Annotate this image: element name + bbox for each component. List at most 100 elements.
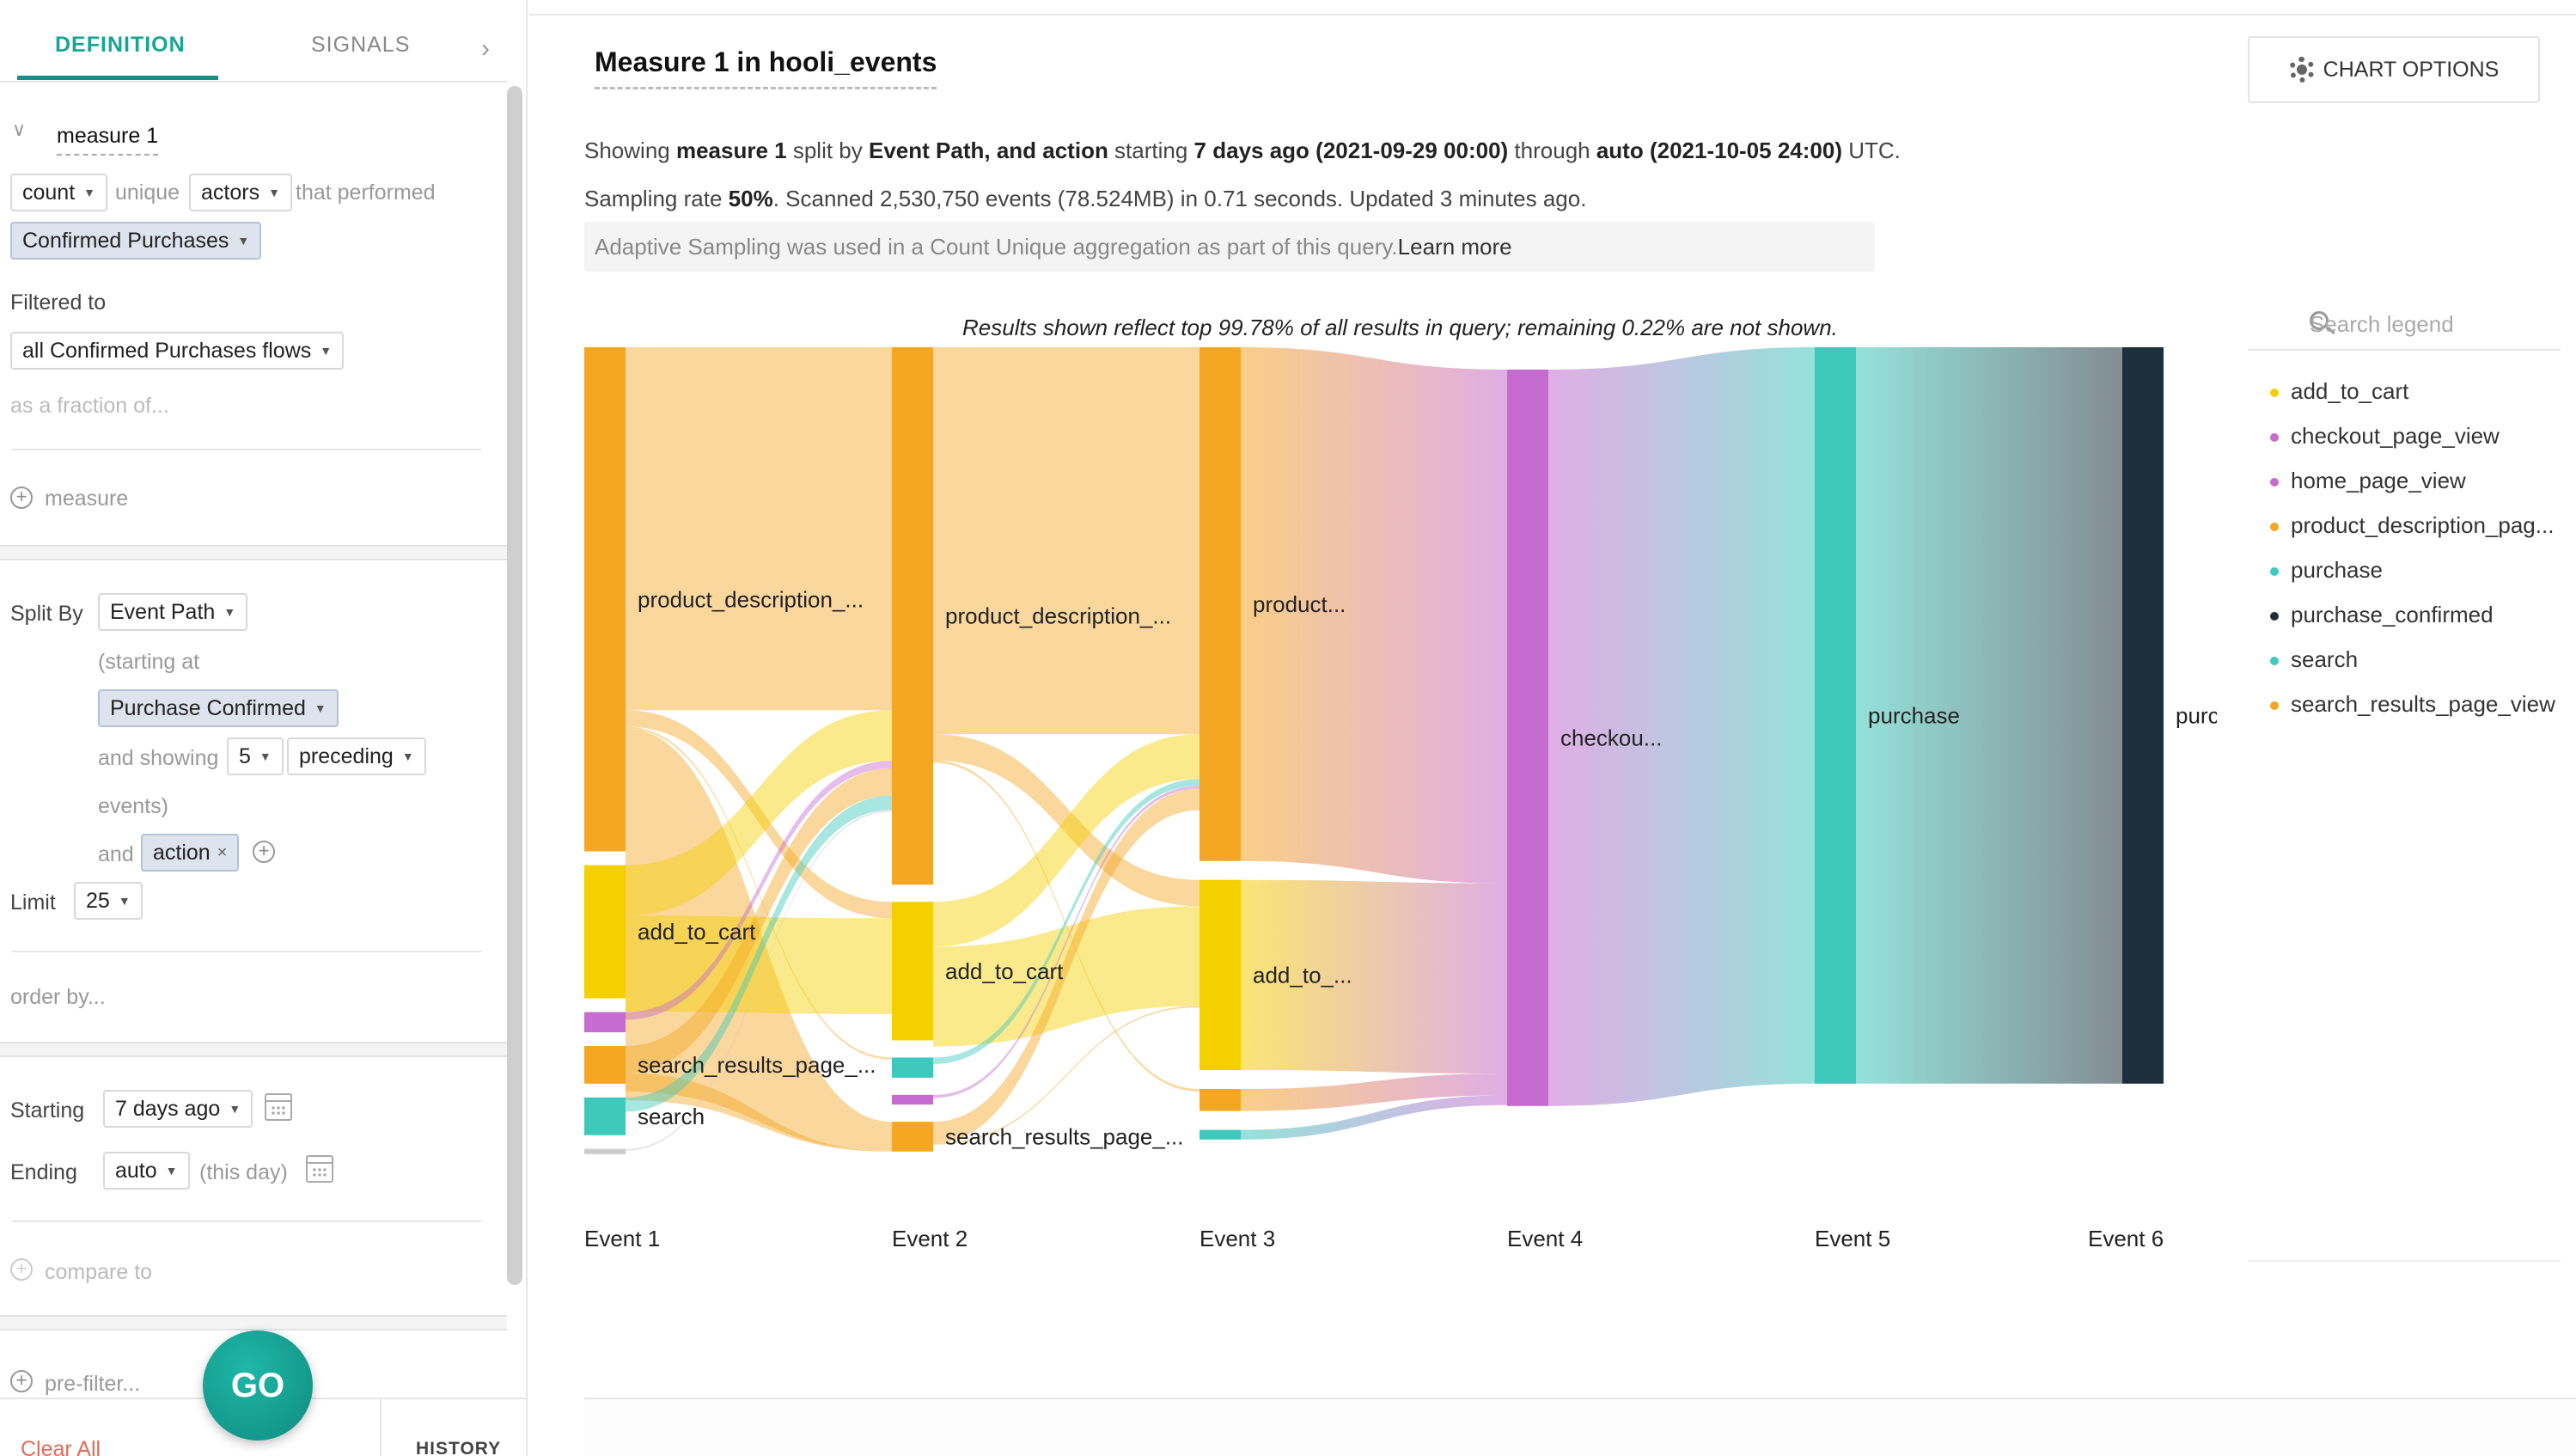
sankey-link[interactable] — [626, 810, 892, 1152]
clear-all-button[interactable]: Clear All — [21, 1437, 101, 1456]
page-title[interactable]: Measure 1 in hooli_events — [595, 46, 937, 89]
sankey-link[interactable] — [1241, 347, 1507, 884]
tab-definition[interactable]: DEFINITION — [55, 33, 186, 57]
prefilter-button[interactable]: pre-filter... — [45, 1372, 141, 1396]
timeline-strip[interactable] — [584, 1398, 2576, 1456]
learn-more-link[interactable]: Learn more — [1397, 234, 1512, 260]
limit-select[interactable]: 25 ▼ — [74, 882, 143, 920]
sankey-node-bar[interactable] — [1507, 370, 1548, 1106]
sankey-link[interactable] — [626, 1073, 892, 1152]
add-prefilter-icon[interactable]: + — [10, 1370, 33, 1392]
legend-item[interactable]: purchase_confirmed — [2270, 602, 2494, 628]
sankey-node-bar[interactable] — [584, 1012, 626, 1032]
add-split-icon[interactable]: + — [253, 841, 275, 863]
legend-item[interactable]: search — [2270, 646, 2358, 673]
sankey-node-bar[interactable] — [1815, 347, 1856, 1084]
sankey-link[interactable] — [933, 734, 1199, 947]
split-by-select[interactable]: Event Path ▼ — [98, 593, 248, 631]
sankey-link[interactable] — [626, 768, 892, 1074]
chart-options-button[interactable]: CHART OPTIONS — [2248, 36, 2540, 103]
fraction-of-link[interactable]: as a fraction of... — [10, 394, 169, 418]
calendar-icon[interactable] — [306, 1155, 333, 1183]
sankey-node-label: product_description_... — [638, 586, 864, 612]
legend-dot-icon — [2270, 388, 2279, 398]
sankey-link[interactable] — [1241, 1074, 1507, 1111]
sankey-link[interactable] — [933, 786, 1199, 1098]
ending-select[interactable]: auto ▼ — [103, 1152, 190, 1190]
sankey-link[interactable] — [933, 788, 1199, 1144]
legend-item[interactable]: checkout_page_view — [2270, 423, 2500, 450]
measure-name[interactable]: measure 1 — [57, 124, 159, 156]
order-by-link[interactable]: order by... — [10, 985, 106, 1009]
extra-split-value: action — [153, 840, 211, 865]
subject-select[interactable]: actors ▼ — [189, 174, 292, 211]
sankey-node-bar[interactable] — [1199, 1129, 1241, 1140]
history-tab[interactable]: HISTORY — [416, 1439, 502, 1456]
results-note: Results shown reflect top 99.78% of all … — [962, 315, 1838, 340]
sankey-node-bar[interactable] — [584, 1148, 626, 1154]
extra-split-chip[interactable]: action × — [141, 834, 240, 872]
sankey-node-bar[interactable] — [2122, 347, 2164, 1084]
sankey-node-bar[interactable] — [892, 902, 933, 1041]
starting-select[interactable]: 7 days ago ▼ — [103, 1090, 253, 1128]
tab-signals[interactable]: SIGNALS — [311, 33, 411, 57]
filter-select[interactable]: all Confirmed Purchases flows ▼ — [10, 332, 345, 370]
add-measure-icon[interactable]: + — [10, 486, 33, 509]
sankey-node-bar[interactable] — [892, 347, 933, 885]
start-event-select[interactable]: Purchase Confirmed ▼ — [98, 689, 339, 727]
sankey-link[interactable] — [626, 726, 892, 1060]
remove-icon[interactable]: × — [217, 842, 228, 862]
sankey-link[interactable] — [933, 347, 1199, 735]
direction-value: preceding — [299, 743, 394, 768]
aggregation-select[interactable]: count ▼ — [10, 174, 108, 211]
chevron-right-icon[interactable]: › — [481, 34, 490, 63]
showing-label: and showing — [98, 746, 219, 770]
sankey-node-bar[interactable] — [584, 1046, 626, 1084]
legend-search-input[interactable]: Search legend — [2310, 311, 2454, 337]
sidebar-scrollbar[interactable] — [507, 86, 522, 1285]
top-toolbar-strip — [529, 0, 2576, 15]
add-compare-icon[interactable]: + — [10, 1258, 33, 1281]
sankey-link[interactable] — [626, 347, 892, 711]
sankey-node-bar[interactable] — [584, 1097, 626, 1135]
legend-item[interactable]: search_results_page_view — [2270, 691, 2555, 718]
sankey-link[interactable] — [933, 734, 1199, 907]
legend-item[interactable]: product_description_pag... — [2270, 512, 2554, 539]
add-measure-button[interactable]: measure — [45, 486, 129, 511]
chevron-down-icon[interactable]: ∨ — [12, 119, 27, 140]
compare-to-button[interactable]: compare to — [45, 1260, 153, 1284]
sankey-node-bar[interactable] — [1199, 879, 1241, 1071]
sankey-link[interactable] — [933, 1006, 1199, 1145]
sankey-link[interactable] — [933, 760, 1199, 1092]
direction-select[interactable]: preceding ▼ — [287, 737, 426, 775]
sankey-link[interactable] — [626, 795, 892, 1112]
calendar-icon[interactable] — [265, 1093, 292, 1121]
sankey-link[interactable] — [1548, 347, 1815, 1106]
legend-item[interactable]: add_to_cart — [2270, 378, 2408, 405]
sankey-link[interactable] — [1241, 879, 1507, 1074]
sankey-node-bar[interactable] — [1199, 347, 1241, 861]
go-button[interactable]: GO — [203, 1331, 313, 1441]
sankey-link[interactable] — [933, 906, 1199, 1047]
event-select[interactable]: Confirmed Purchases ▼ — [10, 222, 262, 260]
legend-item[interactable]: home_page_view — [2270, 468, 2466, 494]
sankey-node-bar[interactable] — [1199, 1089, 1241, 1111]
sankey-link[interactable] — [1241, 1095, 1507, 1140]
sankey-link[interactable] — [626, 761, 892, 1020]
sankey-link[interactable] — [626, 710, 892, 919]
sankey-node-bar[interactable] — [584, 865, 626, 999]
sankey-node-bar[interactable] — [892, 1057, 933, 1078]
summary-end: auto (2021-10-05 24:00) — [1596, 138, 1842, 163]
sampling-rate: 50% — [728, 186, 773, 211]
sankey-link[interactable] — [1856, 347, 2122, 1084]
sankey-node-bar[interactable] — [892, 1122, 933, 1152]
event-count-select[interactable]: 5 ▼ — [227, 737, 284, 775]
sankey-node-bar[interactable] — [892, 1094, 933, 1105]
sankey-node-bar[interactable] — [584, 347, 626, 852]
sankey-link[interactable] — [626, 710, 892, 916]
sankey-link[interactable] — [933, 779, 1199, 1065]
sankey-link[interactable] — [626, 915, 892, 1014]
legend-search[interactable]: Search legend — [2248, 299, 2561, 351]
sankey-link[interactable] — [626, 728, 892, 1152]
legend-item[interactable]: purchase — [2270, 557, 2383, 584]
